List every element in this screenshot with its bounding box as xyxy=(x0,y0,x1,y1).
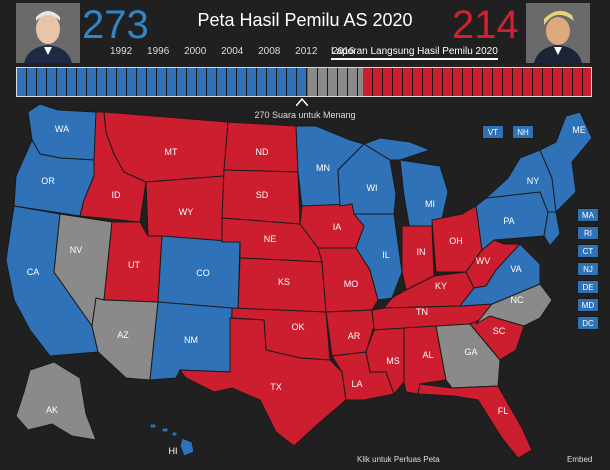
threshold-marker-icon xyxy=(296,98,308,106)
state-ar[interactable] xyxy=(325,309,375,357)
year-2012[interactable]: 2012 xyxy=(295,46,318,57)
label-ny: NY xyxy=(527,176,540,186)
bar-dem-segment xyxy=(17,68,309,96)
label-wy: WY xyxy=(179,207,194,217)
dem-candidate-portrait xyxy=(16,3,80,63)
label-tn: TN xyxy=(416,307,428,317)
label-nv: NV xyxy=(70,245,83,255)
label-in: IN xyxy=(417,247,426,257)
label-pa: PA xyxy=(503,216,514,226)
label-mn: MN xyxy=(316,163,330,173)
year-2004[interactable]: 2004 xyxy=(221,46,244,57)
expand-map-link[interactable]: Klik untuk Perluas Peta xyxy=(357,455,440,464)
live-report-link[interactable]: Laporan Langsung Hasil Pemilu 2020 xyxy=(331,46,498,60)
label-ks: KS xyxy=(278,277,290,287)
year-1996[interactable]: 1996 xyxy=(147,46,170,57)
embed-link[interactable]: Embed xyxy=(567,455,593,464)
small-state-nj[interactable]: NJ xyxy=(577,262,599,276)
year-2000[interactable]: 2000 xyxy=(184,46,207,57)
label-nd: ND xyxy=(256,147,269,157)
label-nc: NC xyxy=(511,295,524,305)
state-new-england[interactable] xyxy=(539,111,593,214)
label-ky: KY xyxy=(435,281,447,291)
label-co: CO xyxy=(196,268,210,278)
us-map: WA OR CA NV ID MT WY UT AZ CO NM ND SD N… xyxy=(5,103,593,459)
label-ca: CA xyxy=(27,267,40,277)
label-ms: MS xyxy=(386,356,400,366)
small-state-dc[interactable]: DC xyxy=(577,316,599,330)
label-mt: MT xyxy=(165,147,178,157)
year-1992[interactable]: 1992 xyxy=(110,46,133,57)
small-state-vt[interactable]: VT xyxy=(482,125,504,139)
state-ak[interactable] xyxy=(15,361,97,441)
label-al: AL xyxy=(422,350,433,360)
small-state-ma[interactable]: MA xyxy=(577,208,599,222)
year-2016[interactable]: 2016 xyxy=(332,46,355,57)
rep-candidate-portrait xyxy=(526,3,590,63)
year-2008[interactable]: 2008 xyxy=(258,46,281,57)
label-wi: WI xyxy=(367,183,378,193)
label-ia: IA xyxy=(333,222,342,232)
state-fl[interactable] xyxy=(417,383,533,459)
electoral-vote-bar xyxy=(16,67,592,97)
label-oh: OH xyxy=(449,236,463,246)
page-title: Peta Hasil Pemilu AS 2020 xyxy=(197,10,413,30)
dem-candidate-portrait-image xyxy=(16,3,80,63)
label-or: OR xyxy=(41,176,55,186)
label-wv: WV xyxy=(476,256,491,266)
state-hi[interactable] xyxy=(149,423,195,457)
label-me: ME xyxy=(572,125,586,135)
label-ut: UT xyxy=(128,260,140,270)
label-hi: HI xyxy=(169,446,178,456)
label-nm: NM xyxy=(184,335,198,345)
label-ok: OK xyxy=(291,322,304,332)
label-wa: WA xyxy=(55,124,69,134)
small-state-md[interactable]: MD xyxy=(577,298,599,312)
label-ak: AK xyxy=(46,405,58,415)
label-fl: FL xyxy=(498,406,509,416)
state-il[interactable] xyxy=(352,213,403,301)
small-state-ri[interactable]: RI xyxy=(577,226,599,240)
label-ne: NE xyxy=(264,234,277,244)
state-va[interactable] xyxy=(458,243,541,307)
small-state-nh[interactable]: NH xyxy=(512,125,534,139)
label-mo: MO xyxy=(344,279,359,289)
small-state-de[interactable]: DE xyxy=(577,280,599,294)
label-az: AZ xyxy=(117,330,129,340)
label-sc: SC xyxy=(493,326,506,336)
label-va: VA xyxy=(510,264,521,274)
state-mi-up[interactable] xyxy=(362,137,432,161)
label-tx: TX xyxy=(270,382,282,392)
bar-rep-segment xyxy=(362,68,591,96)
label-ga: GA xyxy=(464,347,477,357)
bar-undecided-segment xyxy=(308,68,363,96)
small-state-ct[interactable]: CT xyxy=(577,244,599,258)
rep-candidate-portrait-image xyxy=(526,3,590,63)
label-id: ID xyxy=(112,190,122,200)
label-sd: SD xyxy=(256,190,269,200)
label-mi: MI xyxy=(425,199,435,209)
year-selector: 1992 1996 2000 2004 2008 2012 2016 xyxy=(110,46,366,57)
state-tx[interactable] xyxy=(178,317,347,447)
threshold-label: 270 Suara untuk Menang xyxy=(254,110,356,120)
label-la: LA xyxy=(351,379,362,389)
label-il: IL xyxy=(382,250,390,260)
rep-electoral-votes: 214 xyxy=(452,3,519,47)
dem-electoral-votes: 273 xyxy=(82,3,149,47)
label-ar: AR xyxy=(348,331,361,341)
state-nj[interactable] xyxy=(543,211,561,247)
